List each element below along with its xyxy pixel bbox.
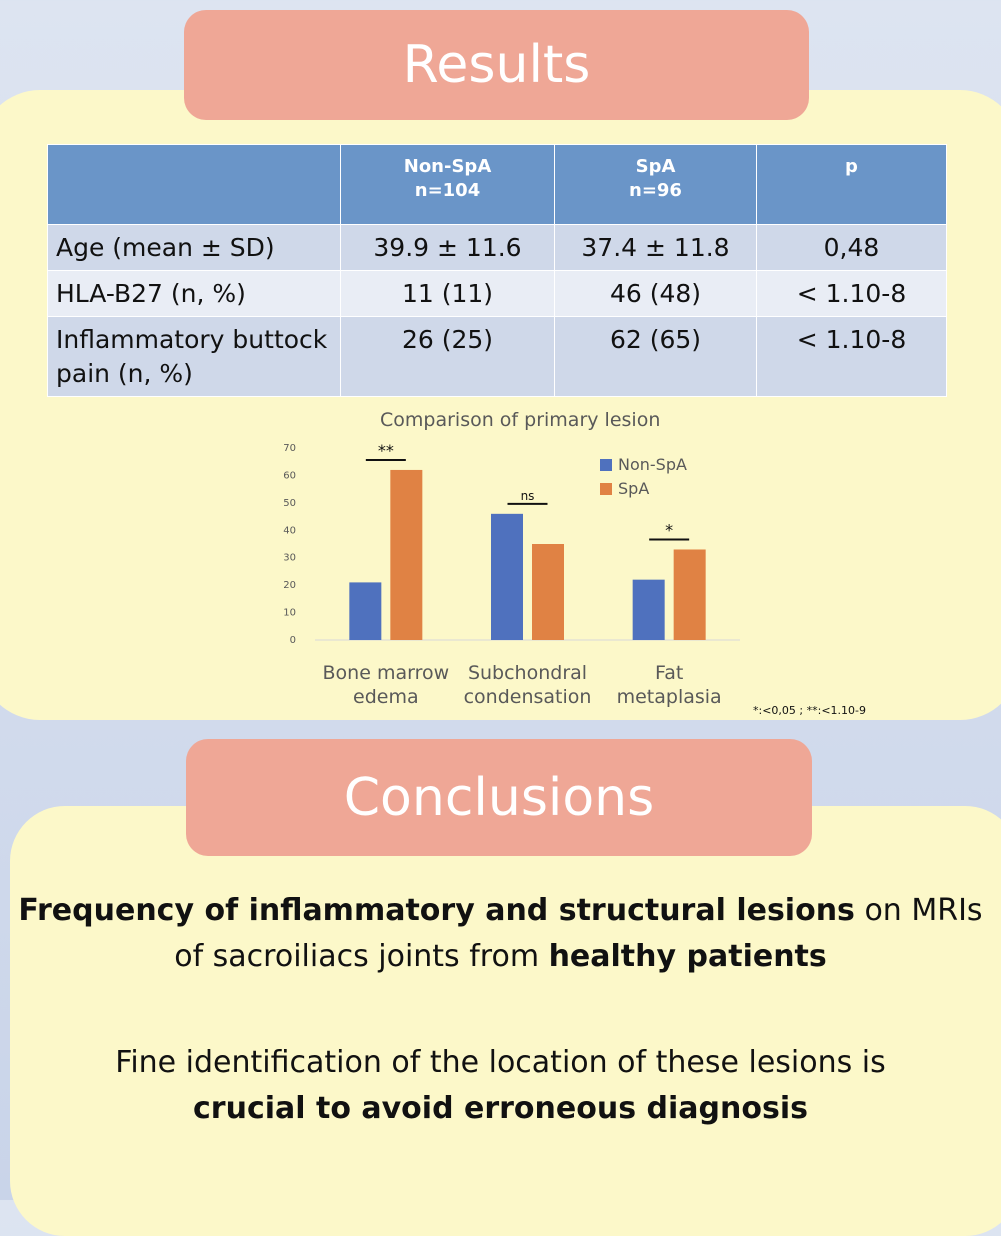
cell-non-spa: 11 (11)	[340, 270, 555, 317]
y-tick-label: 30	[283, 553, 296, 564]
y-tick-label: 10	[283, 608, 296, 619]
x-category-label: Bone marrow	[323, 662, 450, 684]
conclusion-paragraph-1: Frequency of inflammatory and structural…	[0, 888, 1001, 980]
chart-footnote: *:<0,05 ; **:<1.10-9	[753, 704, 866, 717]
conclusions-title: Conclusions	[343, 767, 655, 828]
conclusion-2-text-1: Fine identification of the location of t…	[115, 1045, 886, 1080]
results-banner: Results	[184, 10, 809, 120]
results-title: Results	[402, 35, 591, 95]
bar-non-spa-2	[632, 579, 665, 640]
header-spa: SpA n=96	[554, 144, 757, 225]
legend-swatch	[600, 459, 612, 471]
y-tick-label: 50	[283, 498, 296, 509]
conclusions-banner: Conclusions	[186, 739, 812, 856]
x-category-label: Fat	[655, 662, 683, 684]
x-category-label: Subchondral	[468, 662, 587, 684]
row-label: Age (mean ± SD)	[47, 224, 341, 271]
chart-title: Comparison of primary lesion	[380, 409, 660, 431]
significance-label: *	[665, 520, 673, 539]
conclusion-1-bold-2: healthy patients	[548, 939, 827, 974]
y-tick-label: 70	[283, 443, 296, 454]
y-tick-label: 0	[290, 635, 296, 646]
legend-swatch	[600, 483, 612, 495]
conclusion-2-bold-1: crucial to avoid erroneous diagnosis	[193, 1091, 808, 1126]
cell-p: < 1.10-8	[756, 316, 947, 397]
cell-non-spa: 39.9 ± 11.6	[340, 224, 555, 271]
conclusion-1-bold-1: Frequency of inflammatory and structural…	[18, 893, 855, 928]
legend-label: SpA	[618, 479, 649, 498]
row-label: HLA-B27 (n, %)	[47, 270, 341, 317]
cell-p: 0,48	[756, 224, 947, 271]
lesion-bar-chart: Comparison of primary lesion 0 10 20 30 40 50 6…	[283, 409, 866, 717]
cell-non-spa: 26 (25)	[340, 316, 555, 397]
results-table: Non-SpA n=104 SpA n=96 p Age (mean ± SD)…	[47, 144, 947, 397]
x-category-label: metaplasia	[617, 686, 722, 708]
bar-non-spa-1	[491, 513, 523, 640]
conclusions-panel	[10, 806, 1001, 1236]
bar-spa-2	[673, 549, 706, 640]
cell-p: < 1.10-8	[756, 270, 947, 317]
x-category-label: condensation	[464, 686, 592, 708]
header-empty	[47, 144, 341, 225]
y-tick-label: 60	[283, 470, 296, 481]
cell-spa: 46 (48)	[554, 270, 757, 317]
table-row: HLA-B27 (n, %) 11 (11) 46 (48) < 1.10-8	[47, 270, 947, 317]
cell-spa: 37.4 ± 11.8	[554, 224, 757, 271]
bar-spa-1	[532, 544, 564, 640]
y-tick-label: 40	[283, 525, 296, 536]
x-category-label: edema	[353, 686, 419, 708]
header-non-spa: Non-SpA n=104	[340, 144, 555, 225]
table-row: Inflammatory buttock pain (n, %) 26 (25)…	[47, 316, 947, 397]
significance-label: **	[378, 441, 394, 460]
table-row: Age (mean ± SD) 39.9 ± 11.6 37.4 ± 11.8 …	[47, 224, 947, 271]
conclusion-1-text-1: on MRIs of sacroiliacs joints from	[174, 893, 983, 974]
header-p: p	[756, 144, 947, 225]
conclusion-paragraph-2: Fine identification of the location of t…	[0, 1040, 1001, 1132]
table-header-row: Non-SpA n=104 SpA n=96 p	[47, 144, 947, 225]
row-label: Inflammatory buttock pain (n, %)	[47, 316, 341, 397]
legend-label: Non-SpA	[618, 455, 687, 474]
bar-spa-0	[390, 469, 423, 640]
y-tick-label: 20	[283, 580, 296, 591]
bar-non-spa-0	[349, 582, 382, 640]
cell-spa: 62 (65)	[554, 316, 757, 397]
significance-label: ns	[521, 489, 535, 503]
